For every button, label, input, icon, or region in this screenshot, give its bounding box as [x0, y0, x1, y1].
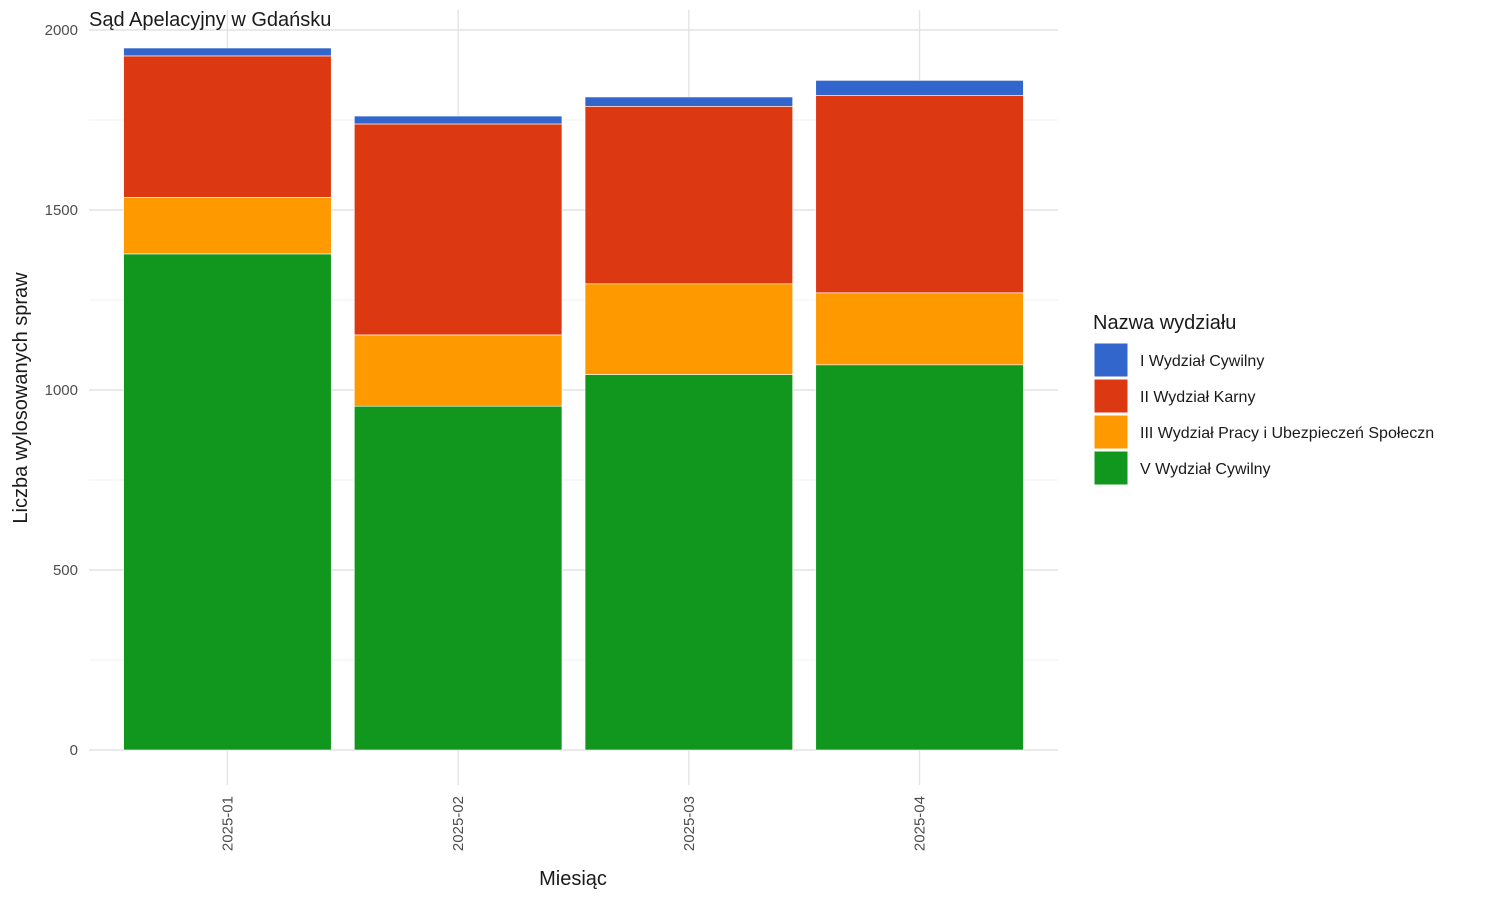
x-axis-title: Miesiąc — [539, 868, 607, 890]
bar-segment — [123, 47, 332, 57]
legend: Nazwa wydziału I Wydział Cywilny II Wydzi… — [1093, 312, 1434, 486]
bar-segment — [354, 123, 563, 336]
bar-segment — [584, 96, 793, 107]
legend-title: Nazwa wydziału — [1093, 312, 1236, 334]
bar-segment — [354, 115, 563, 125]
legend-label: V Wydział Cywilny — [1140, 461, 1271, 478]
x-tick-label: 2025-02 — [450, 796, 467, 851]
bar-segment — [354, 405, 563, 751]
bars — [123, 47, 1024, 751]
y-axis-title: Liczba wylosowanych spraw — [10, 272, 32, 524]
bar-segment — [123, 197, 332, 255]
bar-segment — [584, 374, 793, 751]
y-tick-label: 500 — [53, 562, 78, 579]
bar-segment — [123, 55, 332, 198]
legend-swatch — [1093, 414, 1129, 450]
legend-label: III Wydział Pracy i Ubezpieczeń Społeczn — [1140, 425, 1434, 442]
bar-segment — [584, 283, 793, 375]
legend-label: I Wydział Cywilny — [1140, 353, 1264, 370]
y-axis-ticks: 0 500 1000 1500 2000 — [45, 22, 78, 759]
y-tick-label: 1000 — [45, 382, 78, 399]
bar-segment — [815, 95, 1024, 294]
legend-label: II Wydział Karny — [1140, 389, 1255, 406]
legend-swatch — [1093, 342, 1129, 378]
x-tick-label: 2025-03 — [681, 796, 698, 851]
bar-segment — [815, 292, 1024, 366]
x-tick-label: 2025-01 — [219, 796, 236, 851]
bar-segment — [123, 253, 332, 751]
bar-segment — [354, 334, 563, 407]
bar-segment — [815, 364, 1024, 751]
legend-swatch — [1093, 450, 1129, 486]
legend-swatch — [1093, 378, 1129, 414]
y-tick-label: 0 — [70, 742, 78, 759]
y-tick-label: 2000 — [45, 22, 78, 39]
chart-title: Sąd Apelacyjny w Gdańsku — [89, 9, 331, 31]
bar-segment — [584, 106, 793, 285]
x-tick-label: 2025-04 — [912, 796, 929, 851]
x-axis-ticks: 2025-01 2025-02 2025-03 2025-04 — [219, 796, 928, 851]
bar-segment — [815, 80, 1024, 96]
y-tick-label: 1500 — [45, 202, 78, 219]
